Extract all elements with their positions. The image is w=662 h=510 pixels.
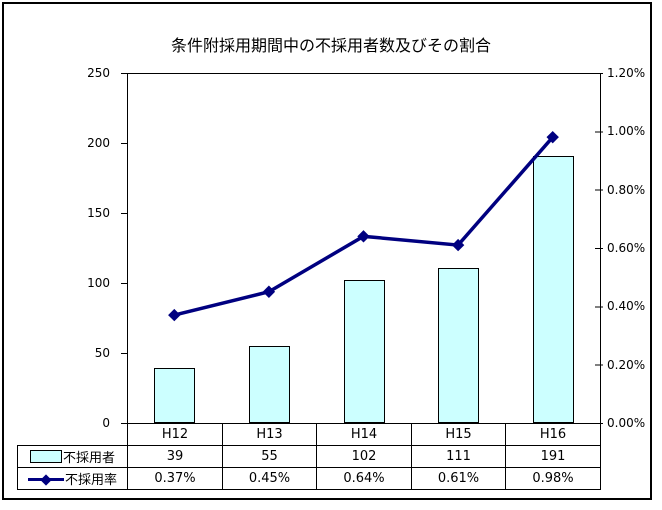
left-axis-label: 50: [94, 346, 110, 360]
table-row: 不採用者 39 55 102 111 191: [17, 445, 601, 468]
legend-diamond-marker-icon: [40, 474, 52, 486]
diamond-marker-H12: [168, 308, 181, 322]
value-cell: 102: [316, 445, 412, 468]
right-axis-label: 1.20%: [607, 66, 646, 80]
category-cell: H15: [411, 423, 506, 446]
chart-outer-border: [2, 2, 652, 500]
diamond-marker-H16: [546, 130, 559, 144]
bar-series-legend-label: 不採用者: [62, 451, 115, 466]
diamond-marker-H15: [451, 238, 465, 252]
category-cell: H13: [222, 423, 317, 446]
value-cell: 39: [127, 445, 223, 468]
value-cell: 0.45%: [222, 467, 317, 490]
left-axis-label: 200: [87, 136, 110, 150]
category-cell: H16: [505, 423, 601, 446]
right-axis-label: 0.60%: [607, 241, 646, 255]
bar-H14: [344, 280, 385, 423]
value-cell: 0.64%: [316, 467, 412, 490]
left-axis-label: 250: [87, 66, 110, 80]
table-row: H12 H13 H14 H15 H16: [18, 423, 601, 446]
line-series-legend-swatch: [27, 473, 64, 486]
value-cell: 55: [222, 445, 317, 468]
chart-title: 条件附採用期間中の不採用者数及びその割合: [170, 36, 491, 55]
right-axis-label: 0.00%: [607, 416, 646, 430]
value-cell: 0.37%: [127, 467, 223, 490]
bar-H15: [438, 268, 479, 423]
line-series-legend-label: 不採用率: [64, 473, 117, 488]
right-axis-label: 0.40%: [607, 299, 646, 314]
bar-H16: [533, 156, 574, 423]
diamond-marker-H14: [357, 230, 370, 243]
value-cell: 0.98%: [505, 467, 601, 490]
value-cell: 111: [411, 445, 506, 468]
bar-series-legend-swatch: [29, 450, 62, 463]
value-cell: 0.61%: [411, 467, 506, 490]
right-axis-label: 0.80%: [607, 182, 646, 197]
category-cell: H12: [127, 423, 223, 446]
data-table: H12 H13 H14 H15 H16 不採用者 39 55 102 111 1…: [17, 423, 601, 490]
diamond-marker-H13: [262, 285, 276, 298]
right-axis-label: 0.20%: [607, 357, 646, 372]
value-cell: 191: [505, 445, 601, 468]
left-axis-label: 0: [102, 416, 110, 430]
legend-cell-line-series: 不採用率: [17, 467, 128, 490]
left-axis-label: 100: [87, 276, 110, 290]
category-cell: H14: [316, 423, 412, 446]
table-row: 不採用率 0.37% 0.45% 0.64% 0.61% 0.98%: [17, 467, 601, 490]
left-axis-label: 150: [87, 206, 110, 220]
bar-H13: [249, 346, 290, 423]
legend-cell-bar-series: 不採用者: [17, 445, 128, 468]
bar-H12: [154, 368, 195, 423]
table-corner-cell: [18, 424, 128, 446]
right-axis-label: 1.00%: [607, 124, 646, 139]
